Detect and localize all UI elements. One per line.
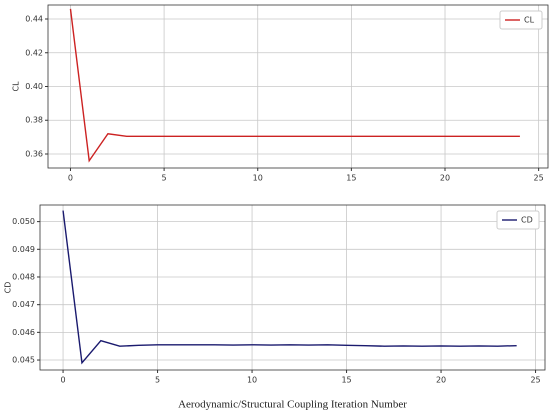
x-tick-label: 15 — [341, 376, 351, 385]
legend-box — [496, 210, 540, 230]
data-line — [62, 210, 517, 365]
y-tick-label: 0.42 — [25, 48, 43, 57]
legend-box — [499, 10, 543, 30]
y-tick-label: 0.048 — [12, 272, 35, 281]
y-tick-label: 0.40 — [25, 82, 43, 91]
x-axis-label: Aerodynamic/Structural Coupling Iteratio… — [178, 399, 407, 411]
x-tick-label: 5 — [162, 174, 167, 183]
y-tick-label: 0.046 — [12, 328, 35, 337]
x-tick-label: 10 — [253, 174, 263, 183]
x-tick-label: 20 — [436, 376, 446, 385]
x-tick-label: 25 — [530, 376, 540, 385]
x-tick-label: 25 — [534, 174, 544, 183]
y-tick-label: 0.44 — [25, 15, 43, 24]
y-tick-label: 0.36 — [25, 149, 43, 158]
x-tick-label: 0 — [68, 174, 73, 183]
y-axis-label: CL — [12, 81, 21, 92]
y-tick-label: 0.047 — [12, 300, 35, 309]
x-tick-label: 0 — [61, 376, 66, 385]
axes-frame — [47, 4, 549, 169]
y-tick-label: 0.045 — [12, 356, 35, 365]
legend-label: CD — [521, 216, 533, 225]
y-tick-label: 0.38 — [25, 116, 43, 125]
x-tick-label: 15 — [346, 174, 356, 183]
data-line — [69, 8, 520, 163]
x-tick-label: 20 — [440, 174, 450, 183]
legend-label: CL — [524, 16, 535, 25]
y-axis-label: CD — [4, 282, 13, 294]
x-tick-label: 10 — [247, 376, 257, 385]
y-tick-label: 0.049 — [12, 245, 35, 254]
axes-frame — [39, 204, 546, 371]
y-tick-label: 0.050 — [12, 217, 35, 226]
x-tick-label: 5 — [155, 376, 160, 385]
